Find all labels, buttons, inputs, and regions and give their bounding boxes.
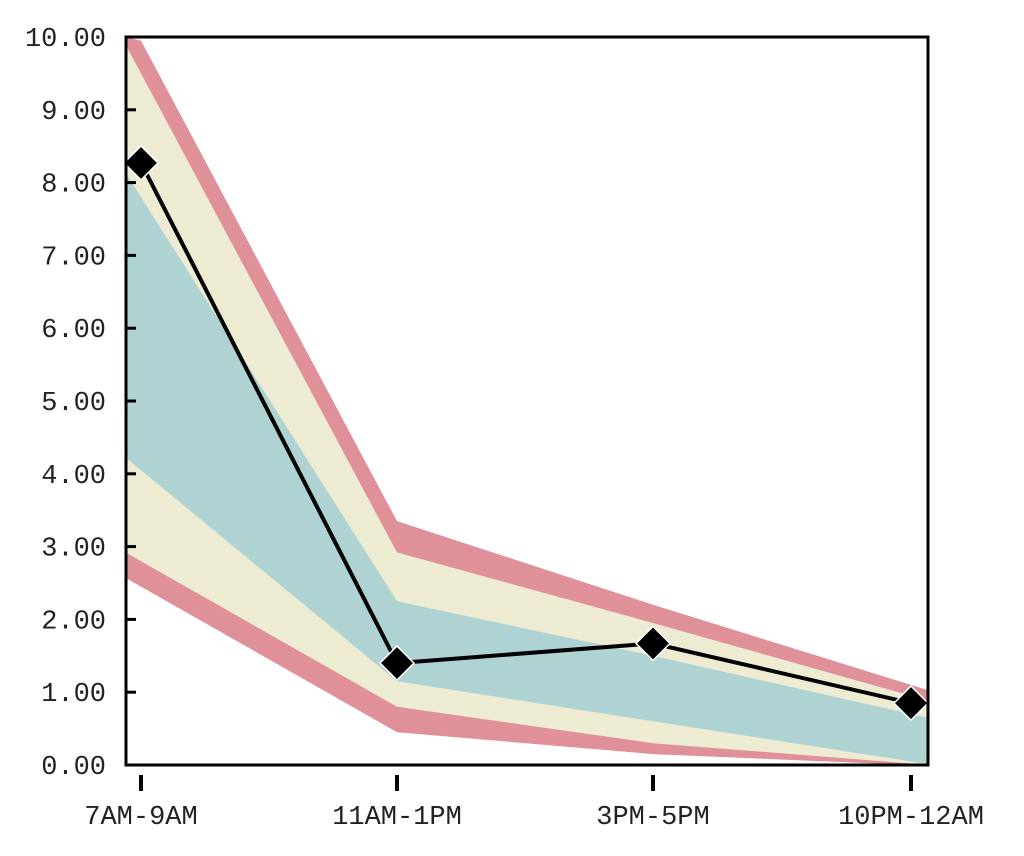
data-point-10pm-12am xyxy=(892,685,930,722)
y-tick-label: 2.00 xyxy=(41,607,106,637)
x-tick-label: 3PM-5PM xyxy=(596,803,709,833)
y-tick-label: 10.00 xyxy=(25,25,106,55)
data-point-11am-1pm xyxy=(378,645,416,682)
y-tick-label: 6.00 xyxy=(41,316,106,346)
uncertainty-bands xyxy=(126,37,928,765)
x-tick-label: 10PM-12AM xyxy=(838,803,984,833)
x-tick-label: 11AM-1PM xyxy=(332,803,462,833)
y-tick-label: 0.00 xyxy=(41,753,106,783)
y-axis: 0.00 1.00 2.00 3.00 4.00 5.00 6.00 7.00 8.00 9.00… xyxy=(25,25,136,783)
y-tick-label: 1.00 xyxy=(41,680,106,710)
y-tick-label: 9.00 xyxy=(41,98,106,128)
y-tick-label: 8.00 xyxy=(41,171,106,201)
x-tick-label: 7AM-9AM xyxy=(84,803,197,833)
x-axis: 7AM-9AM 11AM-1PM 3PM-5PM 10PM-12AM xyxy=(84,775,984,833)
uncertainty-band-3 xyxy=(126,173,928,764)
y-tick-label: 5.00 xyxy=(41,389,106,419)
y-tick-label: 4.00 xyxy=(41,462,106,492)
data-point-3pm-5pm xyxy=(634,625,672,662)
y-tick-label: 7.00 xyxy=(41,243,106,273)
series-layer xyxy=(122,144,930,722)
data-point-7am-9am xyxy=(122,144,160,182)
series-line xyxy=(139,161,912,706)
y-tick-label: 3.00 xyxy=(41,535,106,565)
